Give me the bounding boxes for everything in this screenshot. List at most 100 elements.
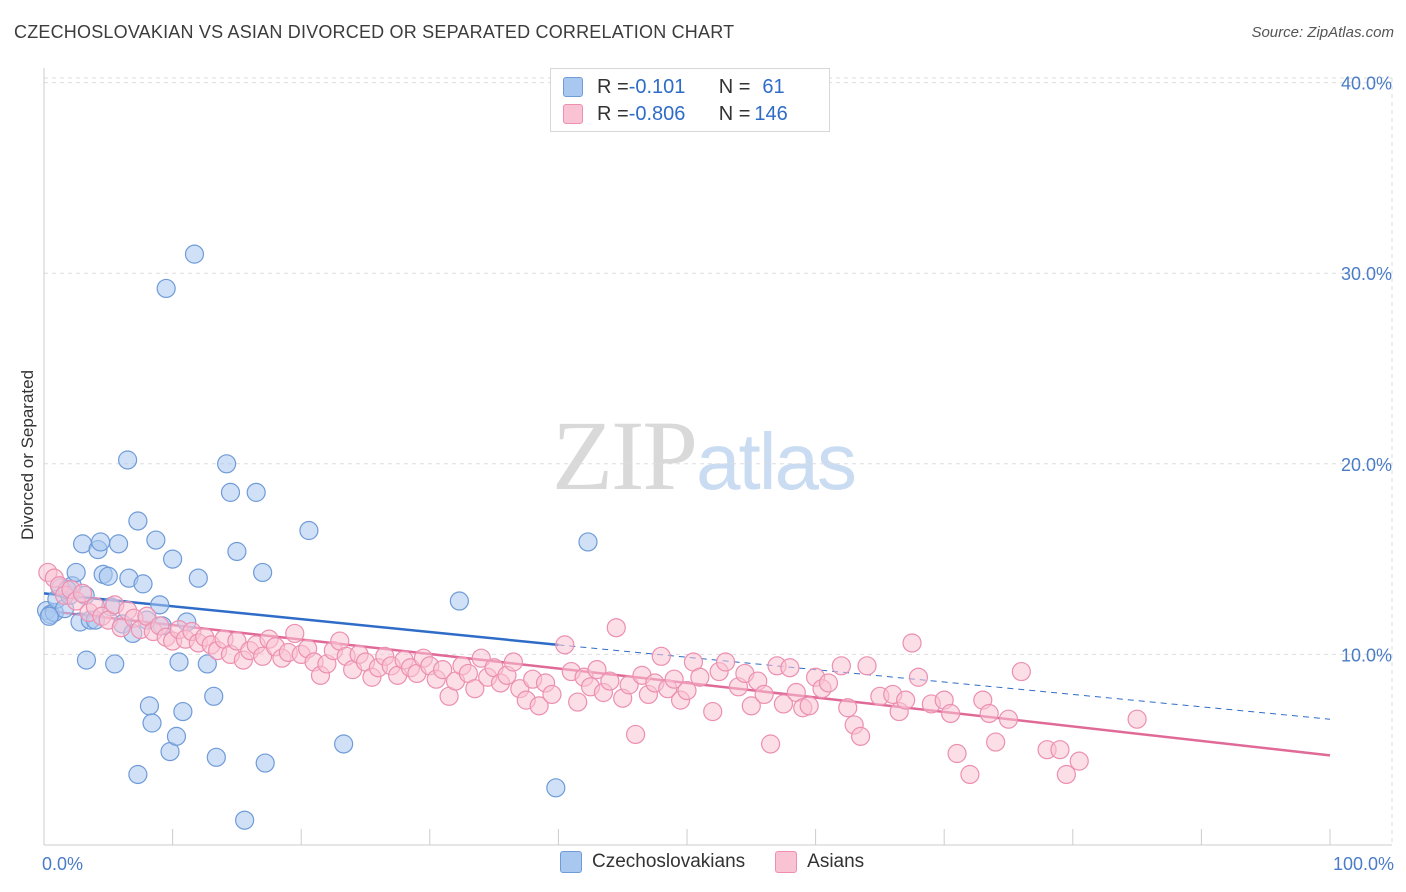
legend-n-value: 146 [754,102,788,125]
asian-point [908,667,929,687]
czechoslovakian-point [220,482,241,502]
asian-point [838,698,858,718]
czechoslovakian-point [108,534,129,554]
czechoslovakian-point [66,562,86,583]
asian-point [998,709,1019,729]
czechoslovakian-point [184,244,205,264]
asian-point [465,679,485,699]
axis-labels: 10.0% 20.0% 30.0% 40.0% 0.0% 100.0% Divorced o… [18,74,1394,874]
czechoslovakian-point [246,482,266,502]
asian-point [1050,740,1070,760]
series-legend: Czechoslovakians Asians [560,851,894,873]
watermark-zip: ZIP [552,400,698,511]
czechoslovakian-point [139,696,160,716]
asian-point [433,660,453,680]
czechoslovakian-point [90,532,111,552]
asian-point [1069,751,1089,771]
legend-r-label: R = [597,75,629,98]
series-swatch-asians [775,851,798,873]
czechoslovakian-point [235,810,255,830]
asian-point [227,631,247,651]
data-points [36,244,1147,830]
asian-point [851,726,871,746]
asian-point [773,694,794,714]
asian-point [1011,661,1031,682]
asian-point [741,696,761,716]
czechoslovakian-point [188,568,208,588]
asian-point [902,633,922,653]
czechoslovakian-point [204,686,224,706]
czechoslovakian-point [217,454,237,474]
grid-lines [44,77,1393,845]
czechoslovakian-point [128,764,148,785]
asian-point [651,646,671,666]
asian-point [664,669,684,689]
legend-r-value: -0.101 [628,75,686,98]
czechoslovakian-point [197,654,217,674]
asian-point [253,646,273,666]
legend-n-label: N = [718,75,751,98]
czechoslovakian-point [299,520,319,541]
y-tick-label: 10.0% [1341,645,1392,665]
czechoslovakian-point [227,541,247,562]
asian-point [72,583,93,604]
series-label-asians: Asians [807,851,865,872]
legend-row-asians: R = -0.806 N = 146 [563,101,788,127]
asian-point [979,703,999,724]
y-axis-label: Divorced or Separated [18,370,37,540]
asian-point [754,684,774,705]
czechoslovakian-point [169,652,189,672]
czechoslovakian-point [163,549,183,569]
legend-row-czechoslovakians: R = -0.101 N = 61 [563,74,785,100]
asian-point [760,734,781,754]
asian-point [503,652,523,672]
asian-point [471,648,491,668]
asian-point [960,764,980,785]
x-tick-label: 100.0% [1333,854,1394,874]
stats-legend: R = -0.101 N = 61 R = -0.806 N = 146 [550,68,830,132]
czechoslovakian-point [173,701,193,722]
asian-point [831,656,851,676]
watermark: ZIPatlas [552,398,857,513]
czechoslovakian-point [255,753,275,773]
czechoslovakian-point [105,654,125,674]
series-label-czechoslovakians: Czechoslovakians [592,851,746,872]
czechoslovakian-point [150,595,170,615]
asian-point [947,743,967,764]
asian-point [857,656,877,676]
asian-point [606,618,626,638]
y-tick-label: 40.0% [1341,74,1392,94]
chart-title: CZECHOSLOVAKIAN VS ASIAN DIVORCED OR SEP… [14,22,735,42]
czechoslovakian-point [546,778,566,798]
czechoslovakian-point [117,450,138,470]
czechoslovakian-point [253,562,273,583]
y-tick-label: 20.0% [1341,455,1392,475]
czechoslovakian-point [206,747,226,767]
legend-n-value: 61 [762,75,785,98]
asian-point [941,703,961,724]
source-label: Source: ZipAtlas.com [1251,24,1394,41]
legend-swatch-asians [563,104,583,124]
asian-point [568,692,588,712]
asian-point [703,701,723,722]
asian-point [1127,709,1147,729]
czechoslovakian-point [76,650,97,670]
czechoslovakian-point [166,726,187,746]
legend-n-label: N = [718,102,751,125]
series-legend-czechoslovakians[interactable]: Czechoslovakians [560,851,745,873]
asian-point [111,618,131,638]
asian-point [690,667,710,687]
legend-r-value: -0.806 [628,102,686,125]
czechoslovakian-point [578,532,598,552]
asian-point [619,675,639,695]
trend-lines [43,592,1331,757]
czechoslovakian-point [142,713,162,733]
czechoslovakian-point [146,530,166,550]
asian-point [818,673,839,693]
series-legend-asians[interactable]: Asians [775,851,864,873]
asian-point [625,724,646,745]
asian-point [677,681,697,701]
y-tick-label: 30.0% [1341,264,1392,284]
asian-point [1056,764,1076,785]
